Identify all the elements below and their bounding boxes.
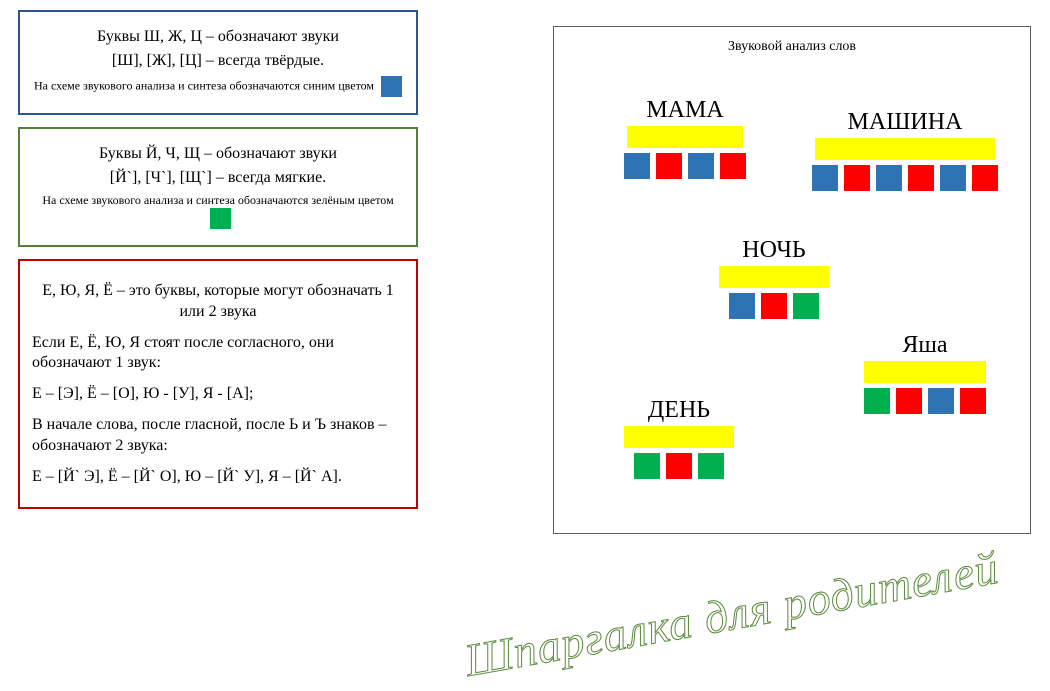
box-soft-consonants: Буквы Й, Ч, Щ – обозначают звуки [Й`], [… bbox=[18, 127, 418, 247]
box3-p2: Если Е, Ё, Ю, Я стоят после согласного, … bbox=[32, 333, 404, 375]
sound-square bbox=[656, 153, 682, 179]
yellow-bar bbox=[624, 426, 734, 448]
squares-row bbox=[864, 388, 986, 414]
box2-sub: На схеме звукового анализа и синтеза обо… bbox=[32, 193, 404, 229]
sound-square bbox=[688, 153, 714, 179]
box3-p1: Е, Ю, Я, Ё – это буквы, которые могут об… bbox=[32, 281, 404, 323]
footer-title: Шпаргалка для родителей bbox=[461, 541, 1003, 687]
yellow-bar bbox=[815, 138, 995, 160]
sound-square bbox=[761, 293, 787, 319]
box3-p5: Е – [Й` Э], Ё – [Й` О], Ю – [Й` У], Я – … bbox=[32, 467, 404, 488]
box1-line1: Буквы Ш, Ж, Ц – обозначают звуки bbox=[32, 28, 404, 46]
green-swatch bbox=[210, 208, 231, 229]
squares-row bbox=[624, 153, 746, 179]
sound-square bbox=[698, 453, 724, 479]
sound-square bbox=[960, 388, 986, 414]
sound-square bbox=[793, 293, 819, 319]
word-block: ДЕНЬ bbox=[624, 397, 734, 479]
box3-p4: В начале слова, после гласной, после Ь и… bbox=[32, 415, 404, 457]
sound-square bbox=[972, 165, 998, 191]
word-text: МАМА bbox=[624, 97, 746, 124]
sound-square bbox=[634, 453, 660, 479]
box1-sub-text: На схеме звукового анализа и синтеза обо… bbox=[34, 78, 374, 92]
word-block: НОЧЬ bbox=[719, 237, 829, 319]
word-text: МАШИНА bbox=[812, 109, 998, 136]
yellow-bar bbox=[627, 126, 743, 148]
word-text: Яша bbox=[864, 332, 986, 359]
word-text: ДЕНЬ bbox=[624, 397, 734, 424]
box-hard-consonants: Буквы Ш, Ж, Ц – обозначают звуки [Ш], [Ж… bbox=[18, 10, 418, 115]
squares-row bbox=[812, 165, 998, 191]
sound-square bbox=[844, 165, 870, 191]
box2-line2: [Й`], [Ч`], [Щ`] – всегда мягкие. bbox=[32, 169, 404, 187]
sound-square bbox=[908, 165, 934, 191]
box1-line2: [Ш], [Ж], [Ц] – всегда твёрдые. bbox=[32, 52, 404, 70]
sound-square bbox=[940, 165, 966, 191]
sound-square bbox=[896, 388, 922, 414]
box2-line1: Буквы Й, Ч, Щ – обозначают звуки bbox=[32, 145, 404, 163]
sound-analysis-panel: Звуковой анализ слов МАМА МАШИНА НОЧЬ Яша ДЕ… bbox=[553, 26, 1031, 534]
sound-square bbox=[812, 165, 838, 191]
box3-p3: Е – [Э], Ё – [О], Ю - [У], Я - [А]; bbox=[32, 384, 404, 405]
sound-square bbox=[624, 153, 650, 179]
box-vowels: Е, Ю, Я, Ё – это буквы, которые могут об… bbox=[18, 259, 418, 509]
word-block: МАМА bbox=[624, 97, 746, 179]
word-block: МАШИНА bbox=[812, 109, 998, 191]
box1-sub: На схеме звукового анализа и синтеза обо… bbox=[32, 76, 404, 97]
squares-row bbox=[719, 293, 829, 319]
yellow-bar bbox=[864, 361, 986, 383]
sound-square bbox=[666, 453, 692, 479]
box2-sub-text: На схеме звукового анализа и синтеза обо… bbox=[42, 193, 393, 207]
word-block: Яша bbox=[864, 332, 986, 414]
blue-swatch bbox=[381, 76, 402, 97]
panel-title: Звуковой анализ слов bbox=[564, 39, 1020, 55]
sound-square bbox=[876, 165, 902, 191]
sound-square bbox=[729, 293, 755, 319]
sound-square bbox=[928, 388, 954, 414]
word-text: НОЧЬ bbox=[719, 237, 829, 264]
yellow-bar bbox=[719, 266, 829, 288]
sound-square bbox=[720, 153, 746, 179]
sound-square bbox=[864, 388, 890, 414]
squares-row bbox=[624, 453, 734, 479]
